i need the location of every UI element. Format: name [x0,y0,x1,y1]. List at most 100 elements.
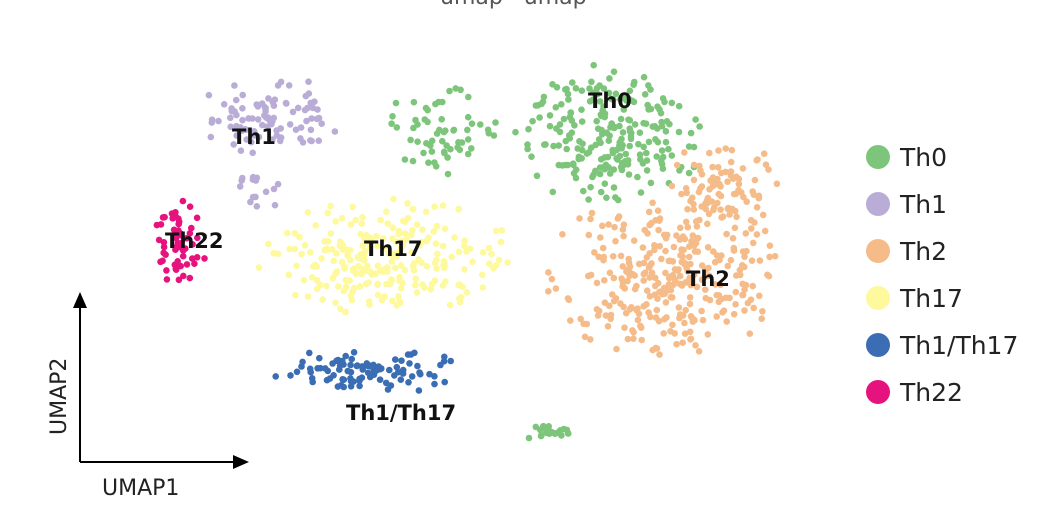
point-th17 [349,203,357,211]
point-th0 [550,142,557,150]
point-th2 [602,312,610,319]
point-th2 [704,244,712,251]
point-th2 [640,270,648,278]
point-th0 [634,173,641,181]
point-th0 [485,130,493,137]
point-th2 [704,199,711,207]
point-th2 [633,306,640,314]
point-th0 [389,113,396,120]
point-th1 [249,176,257,183]
point-th0 [640,119,647,127]
point-th1 [273,132,281,139]
point-th0 [424,118,431,126]
point-th1-th17 [317,364,324,372]
point-th2 [690,200,697,208]
point-th0 [598,130,606,138]
point-th1 [277,78,285,86]
point-th17 [274,250,282,258]
point-th2 [698,307,705,315]
point-th2 [686,300,694,308]
point-th0 [578,155,585,162]
point-th2 [724,178,731,185]
point-th1-th17 [347,383,355,390]
point-th2 [717,206,724,213]
point-th0 [586,85,593,92]
point-th0 [589,173,596,181]
point-th17 [362,280,370,288]
point-th1-th17 [431,380,438,388]
point-th0 [585,196,592,203]
point-th17 [293,262,300,270]
point-th17 [390,195,397,203]
point-th2 [733,272,740,279]
point-th0 [597,139,604,147]
point-th0 [525,434,533,442]
point-th17 [446,301,454,309]
point-th2 [682,218,690,226]
point-th2 [709,163,716,171]
point-th2 [728,146,736,154]
point-th2 [611,223,618,231]
point-th2 [606,269,614,277]
point-th2 [656,242,663,250]
y-axis-arrowhead [73,292,87,308]
point-th2 [693,283,701,291]
point-th2 [705,272,713,280]
point-th17 [413,221,421,228]
point-th2 [756,292,763,300]
point-th1-th17 [398,357,405,365]
point-th17 [412,281,419,289]
point-th17 [380,266,388,273]
point-th17 [374,242,381,250]
point-th1 [239,127,246,134]
point-th1-th17 [287,372,294,379]
legend-label-th1-th17: Th1/Th17 [899,331,1018,360]
point-th17 [431,259,439,267]
point-th2 [712,281,719,288]
point-th1-th17 [316,354,323,362]
point-th0 [657,109,665,117]
point-th2 [559,231,566,238]
point-th17 [377,216,384,224]
point-th22 [186,230,194,237]
point-th2 [705,264,712,272]
point-th1-th17 [347,361,354,369]
point-th1-th17 [306,365,314,373]
point-th2 [711,258,719,266]
point-th17 [332,218,340,225]
point-th17 [404,200,411,207]
point-th0 [540,93,548,101]
point-th0 [625,171,633,178]
point-th2 [593,306,601,313]
point-th0 [558,432,565,439]
point-th17 [323,282,330,290]
point-th1 [215,117,222,125]
point-th2 [753,157,760,164]
point-th2 [698,171,706,178]
point-th0 [590,61,597,69]
point-th2 [625,267,633,275]
point-th1 [331,128,339,135]
point-th2 [717,281,724,289]
point-th17 [433,265,440,272]
point-th2 [661,315,668,323]
point-th2 [679,253,686,260]
point-th17 [349,267,357,274]
point-th1-th17 [340,361,347,368]
point-th1-th17 [358,363,366,370]
point-th2 [723,318,730,325]
point-th2 [710,248,717,255]
point-th0 [607,95,615,103]
legend-swatch-th22 [866,380,890,404]
point-th0 [588,78,595,86]
point-th17 [456,281,463,288]
point-th0 [661,98,668,106]
point-th22 [175,243,182,251]
point-th22 [183,235,190,242]
point-th1 [230,141,237,148]
cluster-label-th17: Th17 [364,237,423,261]
point-th1 [254,116,262,123]
point-th2 [696,162,703,170]
point-th22 [157,258,164,266]
point-th17 [455,206,462,213]
